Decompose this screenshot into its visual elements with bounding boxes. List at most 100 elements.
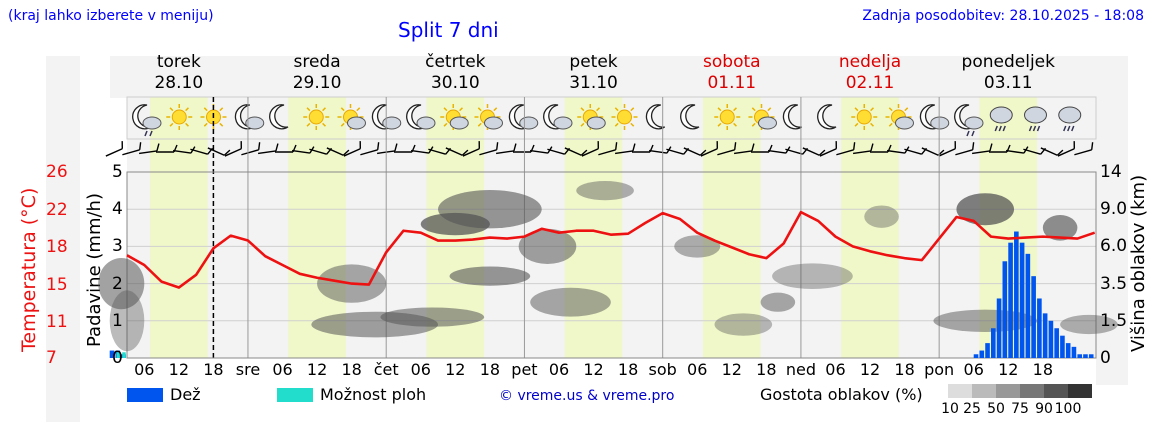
sun-icon [303,104,330,130]
cloud-shape [382,116,402,130]
rain-bar [1014,231,1019,358]
rain-bar [1077,354,1083,358]
wind-barb [717,142,737,156]
cloud-shape [758,116,777,130]
cloud-scale-label: 90 [1035,401,1053,417]
cloud-shape [1058,106,1082,124]
rain-bar [985,343,990,358]
wind-shaft [819,148,837,157]
wind-shaft [836,149,854,156]
hour-tick-label: 18 [479,360,501,379]
sun-disc [719,109,735,125]
cloud-density-blob [530,287,611,317]
region-note[interactable]: (kraj lahko izberete v meniju) [8,8,214,24]
wind-shaft [241,149,259,156]
wind-feather [818,149,826,156]
day-name: četrtek [425,52,486,72]
hour-tick-label: 18 [203,360,224,379]
cloud-density-blob [760,292,796,312]
rain-drops [1063,125,1075,132]
wind-shaft [921,147,939,156]
hour-tick-label: 06 [410,360,431,379]
wind-barb [224,141,243,157]
sun-icon [851,104,878,130]
hour-tick-label: 06 [687,360,708,379]
day-name: torek [156,52,201,72]
rain-drops [994,125,1006,132]
wind-shaft [360,149,378,156]
rain-bar [1060,335,1065,358]
wind-barb [360,142,380,156]
wind-feather [342,149,350,156]
cloud-scale-swatch [948,384,972,398]
wind-feather [138,142,142,150]
rain-bar [1025,253,1031,358]
wind-barb [207,147,231,156]
showers-bar [122,352,126,358]
sun-cloud-icon [577,104,606,130]
sun-ray [322,107,326,112]
day-date: 30.10 [430,73,480,93]
icon-row-frame [126,96,1097,140]
sun-ray [340,122,345,127]
wind-feather [376,142,380,150]
cloud-scale-label: 25 [963,401,981,417]
sun-ray [169,107,174,112]
rain-drops [1028,125,1041,132]
wind-shaft [852,150,872,155]
day-abbrev-label: pon [924,360,955,379]
sun-ray [614,107,619,112]
cloud-shape [895,116,914,130]
wind-barb [733,143,755,155]
wind-shaft [122,149,140,156]
wind-feather [513,143,517,152]
sun-cloud-icon [440,104,469,130]
cloud-shape [586,116,606,130]
cloud-shape [484,116,503,130]
daylight-band [703,97,761,358]
rain-bar [1083,354,1088,358]
rain-drops [966,130,975,137]
wind-shaft [564,147,582,156]
wind-feather [461,149,469,156]
rain-bar [109,350,115,358]
wind-shaft [172,149,192,154]
temperature-tick-label: 18 [46,237,68,257]
rain-bar [973,354,979,358]
rain-bar [1031,276,1036,358]
moon-icon [269,104,289,130]
wind-feather [495,142,499,150]
moon-shape [817,104,837,130]
rain-drops [144,130,153,137]
sun-ray [870,107,874,112]
sun-disc [856,109,872,125]
hour-tick-label: 06 [548,360,570,379]
wind-barb [462,141,481,157]
sun-ray [340,107,345,112]
wind-shaft [495,150,515,155]
sun-ray [733,107,737,112]
day-name: nedelja [838,52,902,72]
cloud-scale-label: 75 [1011,401,1029,417]
wind-feather [751,143,755,152]
cloud-density-blob [864,205,899,228]
wind-feather [223,149,231,156]
showers-legend-label: Možnost ploh [320,385,427,404]
wind-feather [989,143,993,152]
wind-feather [971,142,975,150]
sun-cloud-icon [337,104,366,130]
sun-cloud-icon [474,104,503,130]
day-abbrev-label: sre [235,360,261,379]
cloud-scale-label: 100 [1054,401,1082,417]
credit-link[interactable]: © vreme.us & vreme.pro [499,388,675,404]
sun-ray [203,107,208,112]
sun-disc [308,109,324,125]
wind-barb [343,141,362,157]
rain-bar [1008,242,1013,358]
cloud-density-blob [674,235,721,258]
precipitation-tick-label: 0 [112,348,123,368]
wind-shaft [614,150,634,155]
wind-barb [836,142,856,156]
rain-legend-label: Dež [170,385,201,404]
cloud-scale-swatch [1020,384,1044,398]
